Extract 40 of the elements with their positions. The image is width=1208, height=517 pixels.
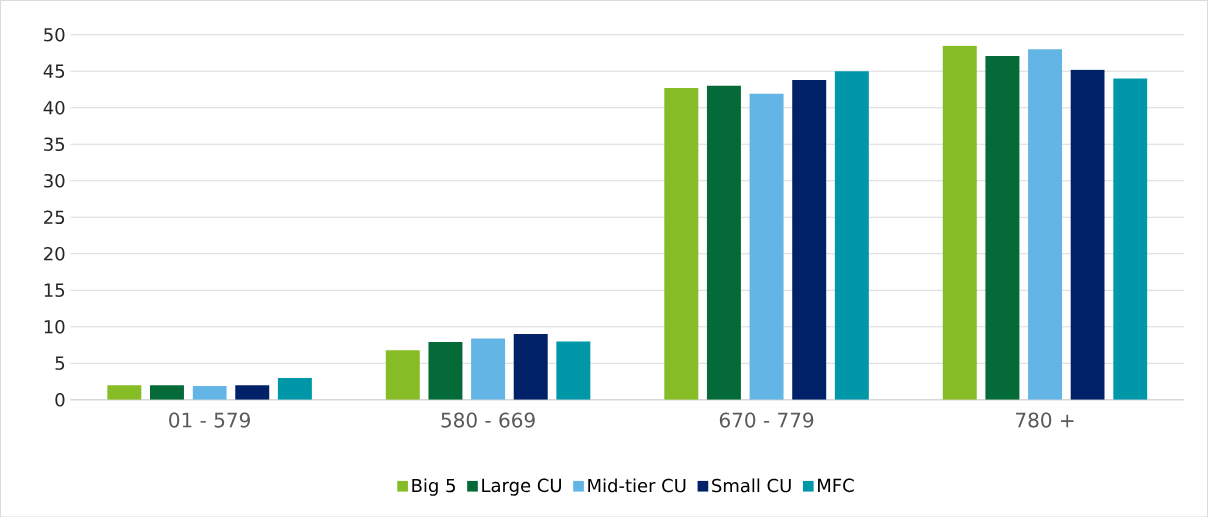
bar	[428, 341, 463, 400]
x-tick-label: 580 - 669	[441, 412, 535, 428]
y-tick-label: 50	[44, 27, 65, 42]
bar	[985, 55, 1020, 400]
bar	[1113, 78, 1148, 400]
x-tick-label: 780 +	[1016, 412, 1074, 428]
bar	[792, 79, 827, 400]
bar	[471, 338, 506, 400]
y-tick-label: 20	[44, 246, 65, 261]
bar	[235, 384, 270, 400]
y-tick-label: 0	[55, 392, 65, 407]
bar	[1028, 49, 1063, 400]
bar	[749, 93, 784, 400]
y-tick-label: 15	[44, 283, 65, 297]
bar	[1070, 69, 1105, 400]
y-tick-label: 40	[43, 100, 65, 115]
legend-label: Large CU	[482, 478, 561, 496]
bar	[192, 385, 227, 400]
x-tick-label: 01 - 579	[169, 412, 250, 428]
legend-label: Big 5	[412, 478, 455, 496]
legend-label: MFC	[818, 478, 854, 492]
y-tick-label: 35	[44, 137, 65, 151]
y-tick-label: 10	[44, 319, 65, 334]
bar	[834, 71, 869, 400]
y-tick-label: 30	[44, 173, 65, 188]
bar	[664, 87, 699, 400]
bar	[385, 349, 420, 400]
bar	[706, 85, 741, 400]
legend-label: Small CU	[712, 478, 791, 493]
y-tick-label: 45	[43, 64, 65, 78]
y-tick-label: 5	[55, 356, 65, 370]
bar	[556, 341, 591, 400]
bar	[149, 384, 184, 400]
bar	[277, 377, 312, 400]
y-tick-label: 25	[44, 210, 65, 224]
bar	[513, 333, 548, 400]
legend-label: Mid-tier CU	[588, 478, 686, 493]
x-tick-label: 670 - 779	[719, 412, 814, 428]
bar	[942, 45, 977, 400]
bar	[107, 384, 142, 400]
